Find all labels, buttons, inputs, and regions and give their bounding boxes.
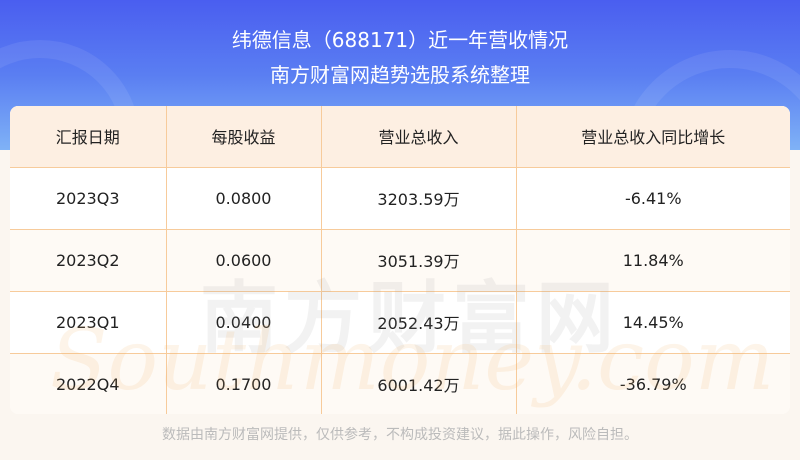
cell-date: 2023Q2	[10, 228, 167, 292]
column-header-growth: 营业总收入同比增长	[515, 106, 790, 168]
cell-eps: 0.0800	[165, 166, 322, 230]
revenue-table: 汇报日期 每股收益 营业总收入 营业总收入同比增长 2023Q3 0.0800 32…	[10, 106, 790, 414]
table-row: 2023Q2 0.0600 3051.39万 11.84%	[10, 228, 790, 292]
cell-date: 2023Q1	[10, 290, 167, 354]
cell-revenue: 3051.39万	[320, 228, 517, 292]
cell-growth: -36.79%	[515, 352, 790, 414]
cell-revenue: 3203.59万	[320, 166, 517, 230]
cell-date: 2023Q3	[10, 166, 167, 230]
table-header-row: 汇报日期 每股收益 营业总收入 营业总收入同比增长	[10, 106, 790, 168]
cell-date: 2022Q4	[10, 352, 167, 414]
cell-growth: 14.45%	[515, 290, 790, 354]
cell-growth: -6.41%	[515, 166, 790, 230]
table-row: 2022Q4 0.1700 6001.42万 -36.79%	[10, 352, 790, 414]
disclaimer-footer: 数据由南方财富网提供，仅供参考，不构成投资建议，据此操作，风险自担。	[162, 427, 638, 443]
cell-growth: 11.84%	[515, 228, 790, 292]
page-subtitle: 南方财富网趋势选股系统整理	[270, 63, 530, 87]
column-header-revenue: 营业总收入	[320, 106, 517, 168]
cell-eps: 0.0600	[165, 228, 322, 292]
cell-revenue: 6001.42万	[320, 352, 517, 414]
cell-revenue: 2052.43万	[320, 290, 517, 354]
column-header-date: 汇报日期	[10, 106, 167, 168]
page-title: 纬德信息（688171）近一年营收情况	[231, 28, 569, 52]
cell-eps: 0.0400	[165, 290, 322, 354]
cell-eps: 0.1700	[165, 352, 322, 414]
table-row: 2023Q3 0.0800 3203.59万 -6.41%	[10, 166, 790, 230]
revenue-table-card: 汇报日期 每股收益 营业总收入 营业总收入同比增长 2023Q3 0.0800 32…	[10, 106, 790, 414]
table-row: 2023Q1 0.0400 2052.43万 14.45%	[10, 290, 790, 354]
column-header-eps: 每股收益	[165, 106, 322, 168]
